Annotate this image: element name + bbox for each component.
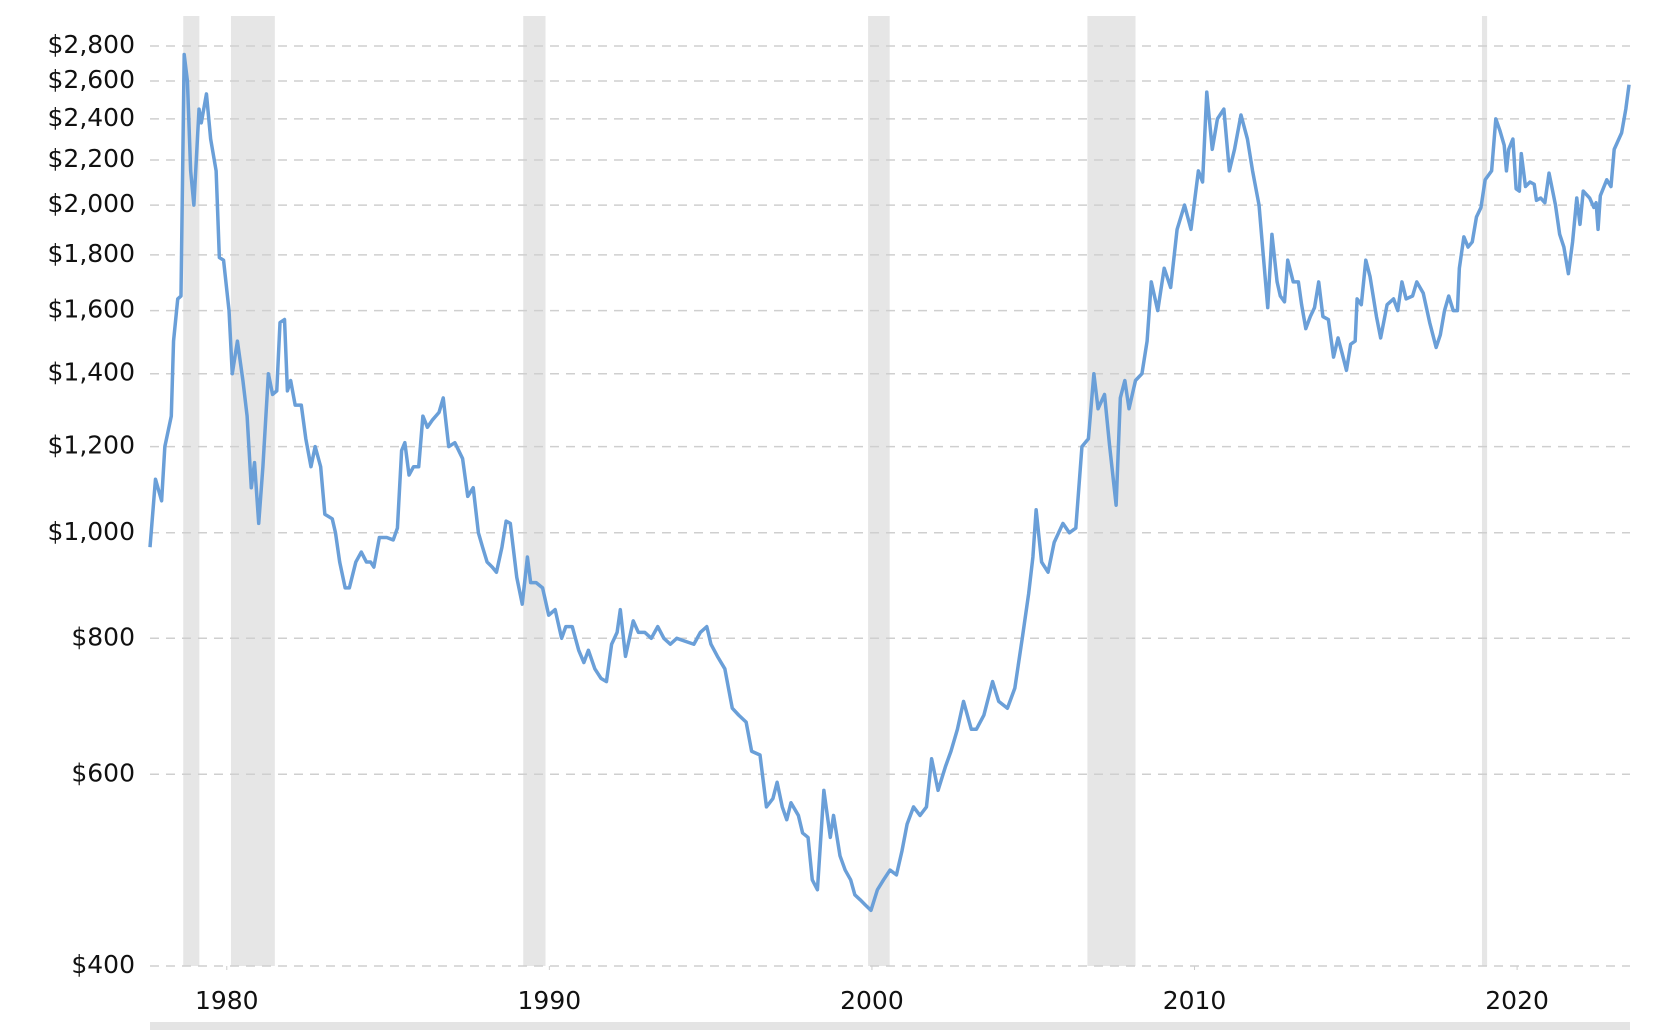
- y-tick-label: $1,800: [48, 239, 135, 268]
- price-line: [148, 52, 1631, 913]
- x-tick-label: 1990: [518, 986, 582, 1015]
- scroll-bar: [150, 1022, 1630, 1030]
- y-tick-label: $800: [71, 622, 135, 651]
- y-tick-label: $1,200: [48, 431, 135, 460]
- recession-band: [1481, 16, 1488, 966]
- x-tick-label: 2010: [1163, 986, 1227, 1015]
- y-tick-label: $1,000: [48, 517, 135, 546]
- y-tick-label: $2,000: [48, 189, 135, 218]
- recession-band: [1087, 16, 1136, 966]
- y-tick-label: $2,800: [48, 30, 135, 59]
- recession-band: [230, 16, 275, 966]
- y-tick-label: $400: [71, 950, 135, 979]
- y-tick-label: $2,400: [48, 103, 135, 132]
- x-tick-label: 1980: [195, 986, 259, 1015]
- recession-band: [523, 16, 546, 966]
- y-tick-label: $2,600: [48, 65, 135, 94]
- x-tick-label: 2000: [840, 986, 904, 1015]
- y-tick-label: $1,600: [48, 295, 135, 324]
- x-tick-label: 2020: [1485, 986, 1549, 1015]
- recession-band: [183, 16, 200, 966]
- recession-band: [868, 16, 890, 966]
- y-tick-label: $1,400: [48, 358, 135, 387]
- y-tick-label: $600: [71, 758, 135, 787]
- y-tick-label: $2,200: [48, 144, 135, 173]
